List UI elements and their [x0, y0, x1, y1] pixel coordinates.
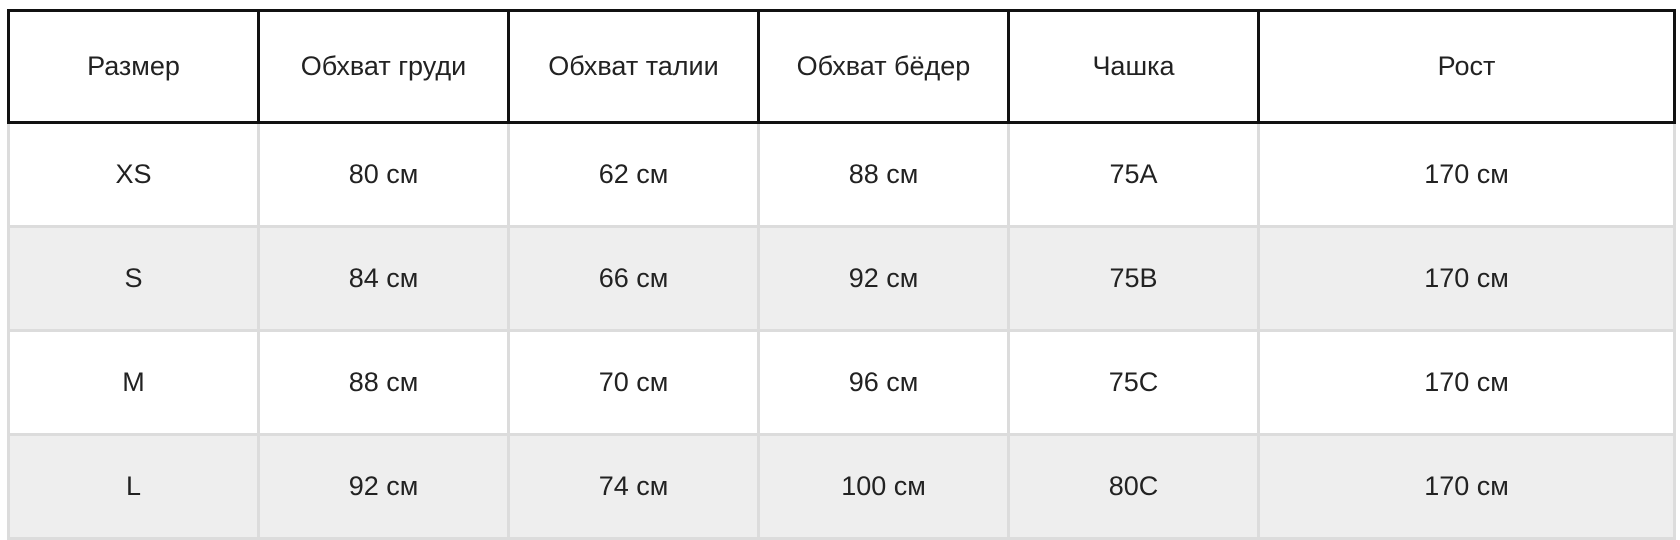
- header-bust: Обхват груди: [257, 9, 510, 124]
- table-row: XS 80 см 62 см 88 см 75A 170 см: [7, 121, 1676, 228]
- cell-cup: 75C: [1007, 329, 1260, 436]
- header-size: Размер: [7, 9, 260, 124]
- cell-height: 170 см: [1257, 121, 1676, 228]
- cell-size: S: [7, 225, 260, 332]
- cell-height: 170 см: [1257, 329, 1676, 436]
- cell-waist: 66 см: [507, 225, 760, 332]
- cell-waist: 62 см: [507, 121, 760, 228]
- cell-cup: 75B: [1007, 225, 1260, 332]
- cell-bust: 84 см: [257, 225, 510, 332]
- header-hips: Обхват бёдер: [757, 9, 1010, 124]
- header-row: Размер Обхват груди Обхват талии Обхват …: [7, 9, 1676, 124]
- cell-bust: 88 см: [257, 329, 510, 436]
- header-waist: Обхват талии: [507, 9, 760, 124]
- cell-waist: 74 см: [507, 433, 760, 540]
- cell-cup: 80C: [1007, 433, 1260, 540]
- cell-size: XS: [7, 121, 260, 228]
- cell-hips: 100 см: [757, 433, 1010, 540]
- table-row: L 92 см 74 см 100 см 80C 170 см: [7, 433, 1676, 540]
- size-chart-table: Размер Обхват груди Обхват талии Обхват …: [7, 9, 1676, 540]
- cell-waist: 70 см: [507, 329, 760, 436]
- cell-cup: 75A: [1007, 121, 1260, 228]
- cell-hips: 92 см: [757, 225, 1010, 332]
- header-cup: Чашка: [1007, 9, 1260, 124]
- cell-height: 170 см: [1257, 225, 1676, 332]
- cell-size: L: [7, 433, 260, 540]
- cell-height: 170 см: [1257, 433, 1676, 540]
- cell-bust: 92 см: [257, 433, 510, 540]
- cell-bust: 80 см: [257, 121, 510, 228]
- header-height: Рост: [1257, 9, 1676, 124]
- cell-size: M: [7, 329, 260, 436]
- table-row: S 84 см 66 см 92 см 75B 170 см: [7, 225, 1676, 332]
- cell-hips: 88 см: [757, 121, 1010, 228]
- cell-hips: 96 см: [757, 329, 1010, 436]
- table-row: M 88 см 70 см 96 см 75C 170 см: [7, 329, 1676, 436]
